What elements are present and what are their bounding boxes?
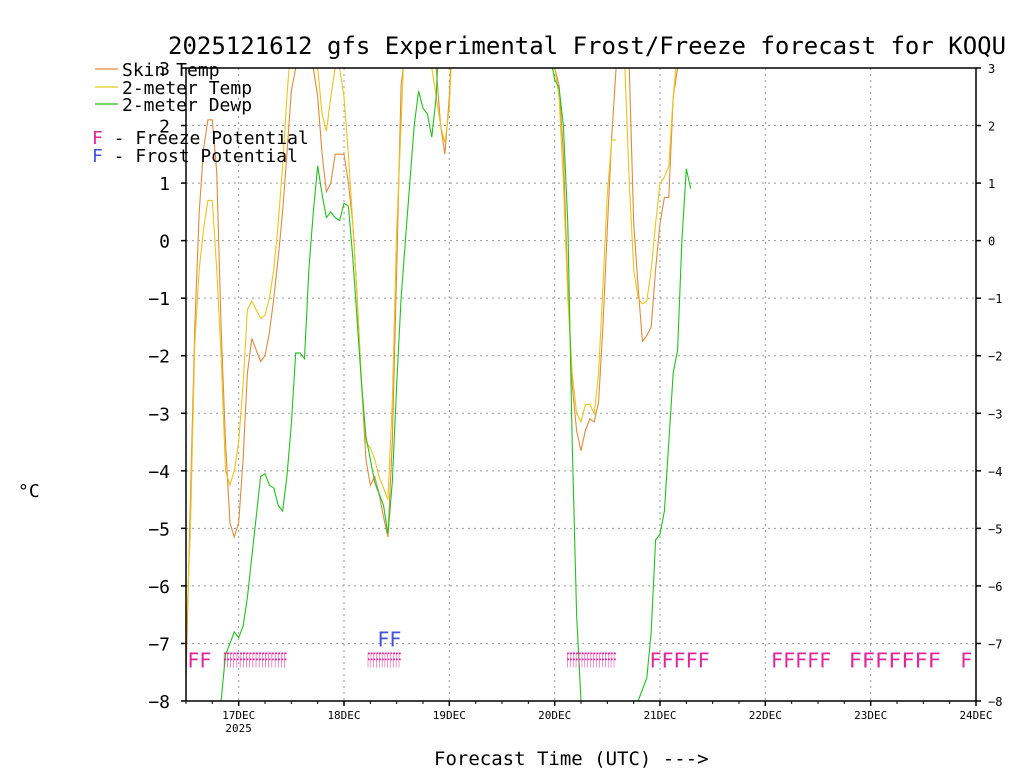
y-tick-label-left: −5 bbox=[148, 519, 170, 540]
legend-frost-letter: F bbox=[92, 146, 103, 167]
series-line-2-meter-temp bbox=[624, 67, 677, 305]
series-line-2-meter-temp bbox=[185, 67, 290, 644]
y-tick-label-left: 2 bbox=[159, 117, 170, 138]
series-line-skin-temp bbox=[628, 67, 679, 343]
freeze-flag-run: FFFFF bbox=[649, 649, 709, 673]
series-line-2-meter-dewp bbox=[637, 168, 692, 702]
legend-freeze-letter: F bbox=[92, 128, 103, 149]
y-tick-label-left: 3 bbox=[159, 59, 170, 80]
y-tick-label-right: −3 bbox=[988, 407, 1002, 421]
y-tick-label-right: −8 bbox=[988, 695, 1002, 709]
grid bbox=[186, 68, 976, 701]
freeze-flag-run: FFFFFFF bbox=[849, 649, 941, 673]
x-tick-label: 20DEC bbox=[538, 709, 571, 722]
y-tick-label-right: −5 bbox=[988, 522, 1002, 536]
chart-title: 2025121612 gfs Experimental Frost/Freeze… bbox=[168, 32, 1006, 60]
x-tick-label: 17DEC bbox=[222, 709, 255, 722]
legend-frost-label: - Frost Potential bbox=[103, 146, 298, 167]
legend-freeze-label: - Freeze Potential bbox=[103, 128, 309, 149]
plot-frame bbox=[185, 67, 977, 702]
freeze-flag-run: FFFFFFFFFFFFFFFFF bbox=[567, 649, 617, 673]
series-line-2-meter-dewp bbox=[220, 67, 439, 702]
x-tick-label: 23DEC bbox=[854, 709, 887, 722]
y-tick-label-left: −4 bbox=[148, 462, 170, 483]
y-tick-label-left: 0 bbox=[159, 232, 170, 253]
frost-flag-run: FF bbox=[377, 627, 401, 651]
legend-freeze: F - Freeze Potential bbox=[92, 128, 309, 149]
y-tick-label-left: −6 bbox=[148, 577, 170, 598]
y-tick-label-left: −2 bbox=[148, 347, 170, 368]
y-tick-label-right: 3 bbox=[988, 62, 995, 76]
series-lines bbox=[185, 67, 692, 702]
series-line-2-meter-dewp bbox=[551, 67, 582, 702]
legend-frost: F - Frost Potential bbox=[92, 146, 298, 167]
series-line-skin-temp bbox=[185, 67, 297, 679]
freeze-flag-run: FFFFFFFFFFFF bbox=[367, 649, 401, 673]
y-tick-label-right: 1 bbox=[988, 177, 995, 191]
freeze-flag-run: FF bbox=[187, 649, 211, 673]
y-tick-label-left: −1 bbox=[148, 289, 170, 310]
y-tick-label-left: −8 bbox=[148, 692, 170, 713]
freeze-flag-run: F bbox=[960, 649, 972, 673]
y-tick-label-right: −6 bbox=[988, 580, 1002, 594]
series-line-2-meter-temp bbox=[554, 67, 617, 424]
potential-flags: FF FFFFFFFFFFFFFFFFFFFF FFFFFFFFFFFF FFFFFF… bbox=[187, 627, 972, 672]
x-tick-label: 18DEC bbox=[327, 709, 360, 722]
y-tick-label-left: −3 bbox=[148, 404, 170, 425]
legend: Skin Temp 2-meter Temp 2-meter Dewp F - … bbox=[92, 60, 309, 167]
y-tick-label-right: −7 bbox=[988, 637, 1002, 651]
x-axis-label: Forecast Time (UTC) ---> bbox=[434, 748, 709, 768]
x-tick-sublabel: 2025 bbox=[225, 722, 252, 735]
y-tick-label-right: −4 bbox=[988, 465, 1002, 479]
y-tick-label-right: −1 bbox=[988, 292, 1002, 306]
x-tick-label: 24DEC bbox=[959, 709, 992, 722]
series-line-2-meter-temp bbox=[431, 67, 452, 143]
legend-t2m-label: 2-meter Temp bbox=[122, 78, 252, 99]
axis-ticks: −8 −8 −7 −7 −6 −6 −5 −5 −4 −4 −3 −3 −2 −2 −1 −1 0 0 1 1 2 2 3 3… bbox=[148, 59, 1002, 735]
legend-skin-label: Skin Temp bbox=[122, 60, 220, 81]
series-line-2-meter-temp bbox=[317, 67, 336, 132]
freeze-flag-run: FFFFFFFFFFFFFFFFFFFF bbox=[223, 649, 287, 673]
series-line-skin-temp bbox=[554, 67, 617, 451]
x-tick-label: 19DEC bbox=[433, 709, 466, 722]
y-tick-label-left: −7 bbox=[148, 634, 170, 655]
legend-dewp-label: 2-meter Dewp bbox=[122, 95, 252, 116]
freeze-flag-run: FFFFF bbox=[771, 649, 831, 673]
y-axis-label: °C bbox=[18, 481, 40, 502]
y-tick-label-left: 1 bbox=[159, 174, 170, 195]
series-line-2-meter-temp bbox=[339, 67, 404, 500]
y-tick-label-right: 2 bbox=[988, 120, 995, 134]
y-tick-label-right: 0 bbox=[988, 235, 995, 249]
y-tick-label-right: −2 bbox=[988, 350, 1002, 364]
x-tick-label: 21DEC bbox=[643, 709, 676, 722]
x-tick-label: 22DEC bbox=[749, 709, 782, 722]
